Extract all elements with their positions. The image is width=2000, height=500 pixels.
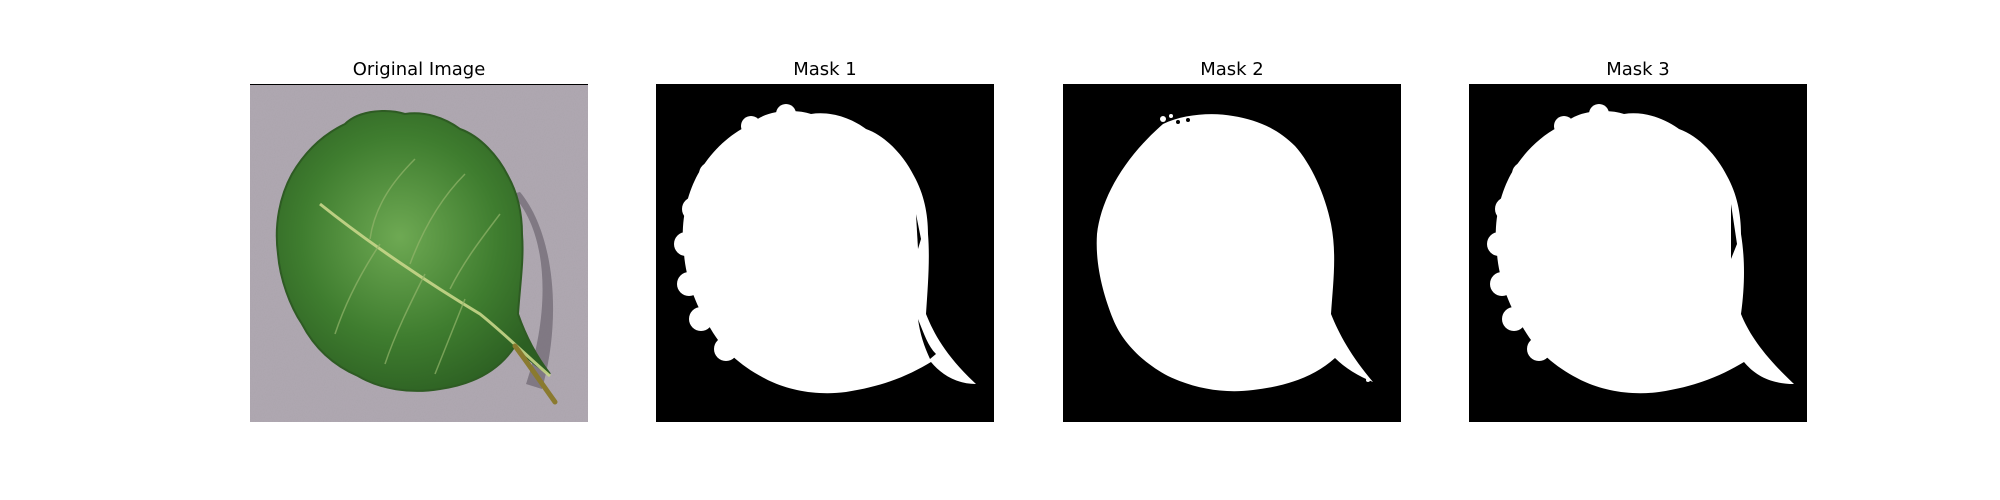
- original-image: [250, 84, 588, 422]
- mask-3-shape: [1495, 111, 1794, 394]
- panel-title-mask-2: Mask 2: [1200, 59, 1264, 80]
- mask-1-image: [656, 84, 994, 422]
- mask-2-image: [1063, 84, 1401, 422]
- mask-2-shape: [1096, 114, 1373, 392]
- mask-3-image: [1469, 84, 1807, 422]
- panel-title-original-image: Original Image: [352, 59, 486, 80]
- panel-title-mask-1: Mask 1: [793, 59, 857, 80]
- panel-title-mask-3: Mask 3: [1606, 59, 1670, 80]
- mask-1-shape: [682, 111, 976, 394]
